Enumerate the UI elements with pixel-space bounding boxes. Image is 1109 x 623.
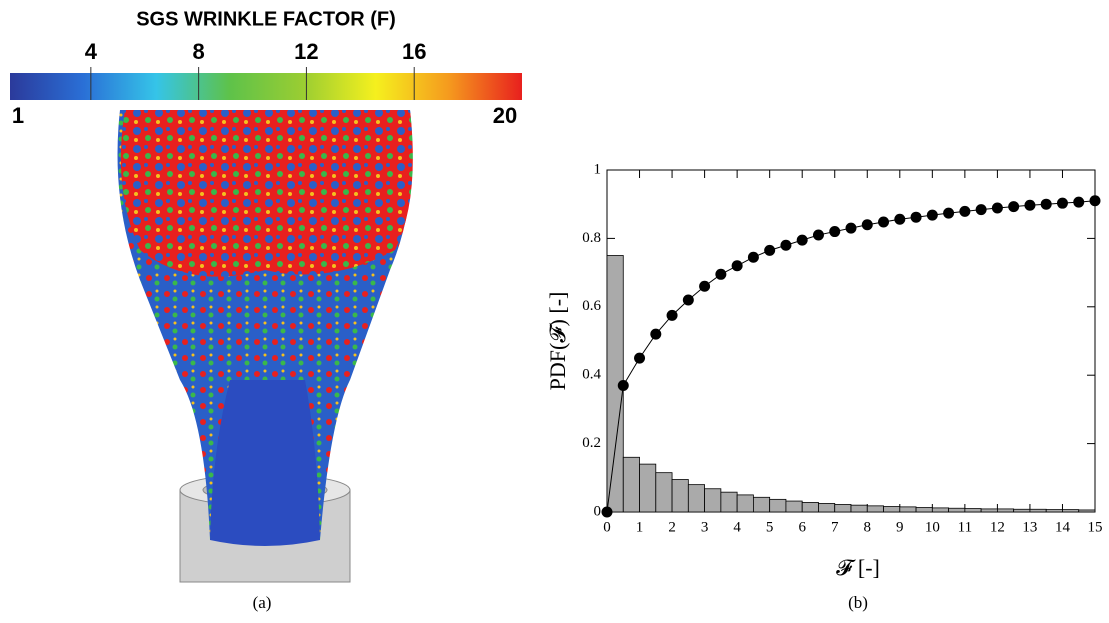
histogram-bar (980, 508, 998, 513)
histogram-bar (801, 502, 819, 513)
series-point (878, 216, 890, 228)
histogram-bar (915, 507, 933, 513)
x-tick-label: 12 (990, 519, 1005, 535)
x-tick-label: 15 (1088, 519, 1103, 535)
colorbar-tick-label: 16 (402, 39, 426, 64)
series-point (991, 202, 1003, 214)
histogram-bar (704, 488, 722, 513)
plot-frame (606, 169, 1096, 513)
histogram-bar (639, 463, 657, 513)
colorbar-min: 1 (12, 103, 24, 128)
series-point (1040, 198, 1052, 210)
series-point (1056, 197, 1068, 209)
series-point (650, 328, 662, 340)
x-tick-label: 7 (831, 519, 839, 535)
histogram-bar (818, 503, 836, 513)
x-tick-label: 14 (1055, 519, 1071, 535)
y-tick-label: 0.6 (582, 298, 601, 314)
series-point (666, 309, 678, 321)
series-point (926, 209, 938, 221)
histogram-bar (850, 504, 868, 513)
flame-render (117, 110, 413, 583)
colorbar-tick-label: 8 (193, 39, 205, 64)
histogram-bar (834, 504, 852, 513)
x-tick-label: 2 (668, 519, 676, 535)
histogram-bar (1029, 508, 1047, 513)
series-point (1089, 195, 1101, 207)
colorbar-tick-label: 4 (85, 39, 98, 64)
series-point (796, 234, 808, 246)
histogram-bar (866, 505, 884, 513)
colorbar-tick-label: 12 (294, 39, 318, 64)
histogram-bar (1013, 508, 1031, 513)
series-point (894, 213, 906, 225)
histogram-bar (1045, 509, 1063, 513)
series-point (975, 204, 987, 216)
histogram-bar (687, 484, 705, 513)
y-tick-label: 0.8 (582, 230, 601, 246)
x-tick-label: 11 (958, 519, 972, 535)
histogram-bar (997, 508, 1015, 513)
caption: (a) (253, 593, 272, 612)
y-tick-label: 0.4 (582, 367, 601, 383)
histogram-bar (736, 494, 754, 513)
caption: (b) (848, 593, 868, 612)
x-tick-label: 1 (636, 519, 644, 535)
x-tick-label: 3 (701, 519, 709, 535)
colorbar-max: 20 (493, 103, 517, 128)
x-tick-label: 13 (1022, 519, 1037, 535)
histogram-bar (964, 508, 982, 513)
series-point (780, 239, 792, 251)
histogram-bar (948, 507, 966, 513)
histogram-bar (1078, 509, 1096, 513)
series-point (943, 207, 955, 219)
y-tick-label: 1 (594, 161, 602, 177)
series-point (1073, 196, 1085, 208)
histogram-bar (769, 498, 787, 513)
y-tick-label: 0.2 (582, 435, 601, 451)
series-point (829, 226, 841, 238)
histogram-bar (671, 479, 689, 513)
x-tick-label: 10 (925, 519, 940, 535)
series-point (699, 280, 711, 292)
colorbar (10, 73, 522, 100)
y-axis-label: PDF(𝓕) [-] (545, 292, 570, 391)
histogram-bar (720, 491, 738, 513)
x-tick-label: 8 (864, 519, 872, 535)
series-point (910, 211, 922, 223)
y-tick-label: 0 (594, 503, 602, 519)
series-line (606, 200, 1096, 513)
series-point (601, 506, 613, 518)
series-point (682, 294, 694, 306)
series-point (634, 352, 646, 364)
series-point (1024, 199, 1036, 211)
series-point (812, 229, 824, 241)
series-point (715, 268, 727, 280)
series-point (617, 379, 629, 391)
series-point (1008, 201, 1020, 213)
x-tick-label: 9 (896, 519, 904, 535)
x-tick-label: 0 (603, 519, 611, 535)
histogram-bar (753, 496, 771, 513)
series-point (861, 219, 873, 231)
histogram-bar (785, 500, 803, 513)
colorbar-title: SGS WRINKLE FACTOR (F) (136, 8, 396, 30)
x-tick-label: 4 (733, 519, 741, 535)
histogram-bar (655, 472, 673, 513)
series-point (731, 260, 743, 272)
histogram-bar (883, 506, 901, 513)
histogram-bar (931, 507, 949, 513)
series-point (764, 244, 776, 256)
histogram-bar (1062, 509, 1080, 513)
x-tick-label: 5 (766, 519, 774, 535)
x-tick-label: 6 (798, 519, 806, 535)
series-point (845, 222, 857, 234)
series-point (747, 251, 759, 263)
x-axis-label: 𝓕 [-] (836, 555, 880, 580)
histogram-bar (899, 506, 917, 513)
histogram-bar (622, 456, 640, 513)
series-point (959, 205, 971, 217)
